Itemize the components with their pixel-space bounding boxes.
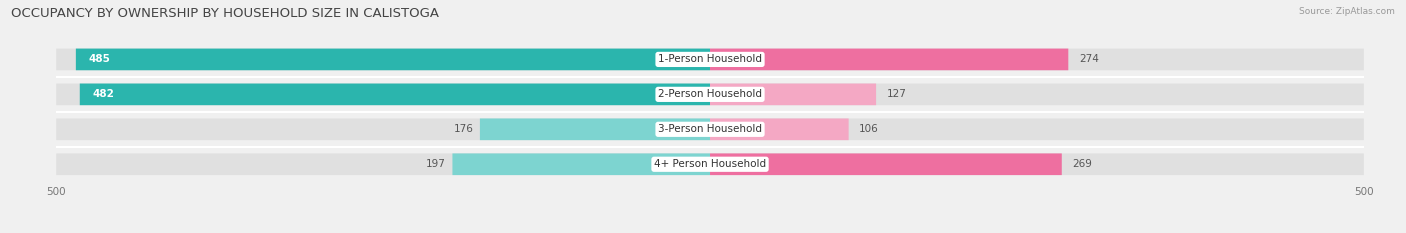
Text: 176: 176 [454, 124, 474, 134]
FancyBboxPatch shape [710, 84, 876, 105]
Text: OCCUPANCY BY OWNERSHIP BY HOUSEHOLD SIZE IN CALISTOGA: OCCUPANCY BY OWNERSHIP BY HOUSEHOLD SIZE… [11, 7, 439, 20]
Text: 3-Person Household: 3-Person Household [658, 124, 762, 134]
FancyBboxPatch shape [56, 84, 710, 105]
Text: 269: 269 [1073, 159, 1092, 169]
Text: 127: 127 [887, 89, 907, 99]
FancyBboxPatch shape [56, 49, 710, 70]
Text: 106: 106 [859, 124, 879, 134]
FancyBboxPatch shape [710, 49, 1069, 70]
FancyBboxPatch shape [710, 118, 849, 140]
FancyBboxPatch shape [479, 118, 710, 140]
FancyBboxPatch shape [710, 154, 1062, 175]
FancyBboxPatch shape [710, 118, 1364, 140]
Text: 274: 274 [1078, 55, 1098, 64]
FancyBboxPatch shape [56, 154, 710, 175]
FancyBboxPatch shape [80, 84, 710, 105]
Text: 2-Person Household: 2-Person Household [658, 89, 762, 99]
Text: 1-Person Household: 1-Person Household [658, 55, 762, 64]
Text: Source: ZipAtlas.com: Source: ZipAtlas.com [1299, 7, 1395, 16]
Text: 4+ Person Household: 4+ Person Household [654, 159, 766, 169]
Text: 197: 197 [426, 159, 446, 169]
FancyBboxPatch shape [710, 154, 1364, 175]
FancyBboxPatch shape [710, 49, 1364, 70]
Text: 482: 482 [93, 89, 115, 99]
Text: 485: 485 [89, 55, 111, 64]
FancyBboxPatch shape [56, 118, 710, 140]
FancyBboxPatch shape [710, 84, 1364, 105]
FancyBboxPatch shape [76, 49, 710, 70]
FancyBboxPatch shape [453, 154, 710, 175]
